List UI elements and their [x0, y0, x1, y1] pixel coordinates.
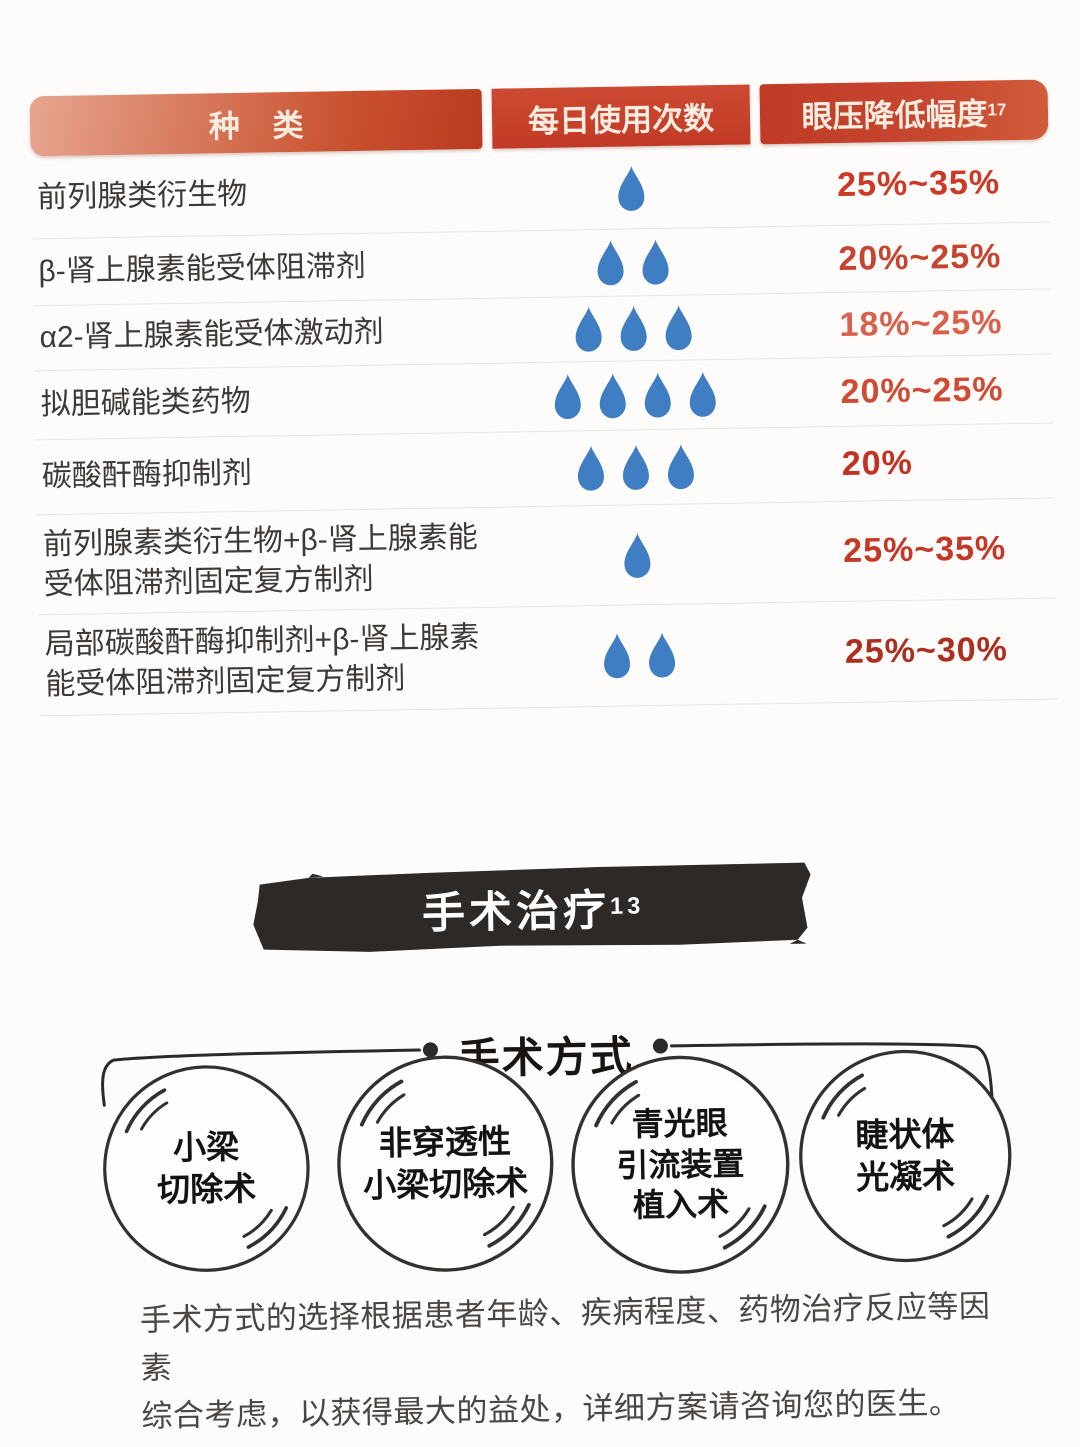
- surgical-method-circle: 青光眼 引流装置 植入术: [566, 1050, 796, 1280]
- water-drop-icon: [642, 239, 669, 285]
- sketch-circle-icon: [571, 1055, 790, 1274]
- left-dot-icon: [422, 1042, 438, 1058]
- daily-usage-drops: [485, 441, 786, 494]
- sketch-circle-icon: [103, 1065, 310, 1272]
- daily-usage-drops: [489, 629, 790, 682]
- water-drop-icon: [575, 306, 602, 352]
- surgical-treatment-label: 手术治疗: [421, 886, 611, 938]
- water-drop-icon: [554, 374, 581, 420]
- water-drop-icon: [599, 373, 626, 419]
- surgical-treatment-banner: 手术治疗 13: [248, 859, 817, 956]
- drug-class-label: 局部碳酸酐酶抑制剂+β-肾上腺素 能受体阻滞剂固定复方制剂: [44, 621, 480, 702]
- water-drop-icon: [665, 305, 692, 351]
- header-cell-iop-reduction: 眼压降低幅度 17: [759, 79, 1049, 145]
- method-label: 青光眼 引流装置 植入术: [616, 1104, 745, 1224]
- drug-class-label: 碳酸酐酶抑制剂: [41, 456, 253, 494]
- table-row: 拟胆碱能类药物 20%~25%: [34, 354, 1054, 441]
- drug-class-label: α2-肾上腺素能受体激动剂: [39, 315, 384, 355]
- iop-reduction-value: 25%~30%: [844, 629, 1009, 671]
- surgical-method-circle: 非穿透性 小梁切除术: [332, 1050, 560, 1278]
- header-cell-type: 种 类: [29, 88, 483, 157]
- water-drop-icon: [603, 633, 630, 679]
- surgical-treatment-title: 手术治疗 13: [248, 859, 817, 956]
- method-label: 非穿透性 小梁切除术: [362, 1122, 529, 1204]
- surgical-method-circle: 小梁 切除术: [98, 1060, 316, 1278]
- water-drop-icon: [648, 632, 675, 678]
- method-label: 小梁 切除术: [156, 1127, 257, 1209]
- water-drop-icon: [689, 371, 716, 417]
- drug-class-label: 前列腺素类衍生物+β-肾上腺素能 受体阻滞剂固定复方制剂: [42, 520, 479, 601]
- iop-reduction-value: 20%~25%: [838, 236, 1002, 278]
- drug-table: 前列腺类衍生物 25%~35% β-肾上腺素能受体阻滞剂 20%~25% α2-…: [30, 141, 1058, 717]
- header-iop-reduction-label: 眼压降低幅度: [801, 95, 988, 135]
- iop-reduction-value: 20%~25%: [840, 369, 1004, 411]
- header-cell-daily-usage: 每日使用次数: [491, 84, 751, 149]
- sketch-circle-icon: [799, 1049, 1012, 1263]
- table-row: 前列腺素类衍生物+β-肾上腺素能 受体阻滞剂固定复方制剂 25%~35%: [36, 498, 1057, 616]
- daily-usage-drops: [482, 236, 783, 289]
- iop-reduction-value: 18%~25%: [839, 302, 1003, 344]
- header-daily-usage-label: 每日使用次数: [527, 100, 715, 139]
- water-drop-icon: [644, 372, 671, 418]
- water-drop-icon: [577, 445, 604, 491]
- daily-usage-drops: [481, 162, 782, 215]
- water-drop-icon: [622, 444, 649, 490]
- table-row: 局部碳酸酐酶抑制剂+β-肾上腺素 能受体阻滞剂固定复方制剂 25%~30%: [38, 598, 1058, 717]
- drug-class-label: 前列腺类衍生物: [37, 177, 248, 215]
- water-drop-icon: [618, 165, 645, 211]
- brush-banner-shape: [253, 862, 811, 952]
- table-row: β-肾上腺素能受体阻滞剂 20%~25%: [31, 222, 1051, 307]
- water-drop-icon: [597, 240, 624, 286]
- iop-reduction-value: 25%~35%: [836, 162, 1001, 204]
- daily-usage-drops: [487, 528, 788, 581]
- drug-class-label: β-肾上腺素能受体阻滞剂: [38, 250, 366, 289]
- iop-reduction-value: 20%: [841, 443, 914, 483]
- table-row: α2-肾上腺素能受体激动剂 18%~25%: [33, 289, 1053, 372]
- table-row: 碳酸酐酶抑制剂 20%: [35, 423, 1055, 516]
- surgery-note-text: 手术方式的选择根据患者年龄、疾病程度、药物治疗反应等因素 综合考虑，以获得最大的…: [139, 1288, 991, 1434]
- drug-class-label: 拟胆碱能类药物: [40, 384, 251, 422]
- table-row: 前列腺类衍生物 25%~35%: [30, 141, 1050, 240]
- water-drop-icon: [620, 305, 647, 351]
- daily-usage-drops: [483, 302, 784, 355]
- surgical-method-circle: 睫状体 光凝术: [793, 1044, 1017, 1268]
- header-type-label: 种 类: [208, 107, 316, 144]
- daily-usage-drops: [484, 369, 785, 422]
- surgical-methods-header: 手术方式: [89, 1004, 1017, 1129]
- right-dot-icon: [652, 1038, 668, 1054]
- water-drop-icon: [624, 532, 651, 578]
- sketch-circle-icon: [337, 1055, 554, 1272]
- water-drop-icon: [667, 444, 694, 490]
- iop-reduction-value: 25%~35%: [842, 529, 1007, 570]
- methods-bracket-lines: [101, 1038, 995, 1111]
- surgical-treatment-superscript: 13: [609, 893, 645, 920]
- method-label: 睫状体 光凝术: [855, 1114, 956, 1196]
